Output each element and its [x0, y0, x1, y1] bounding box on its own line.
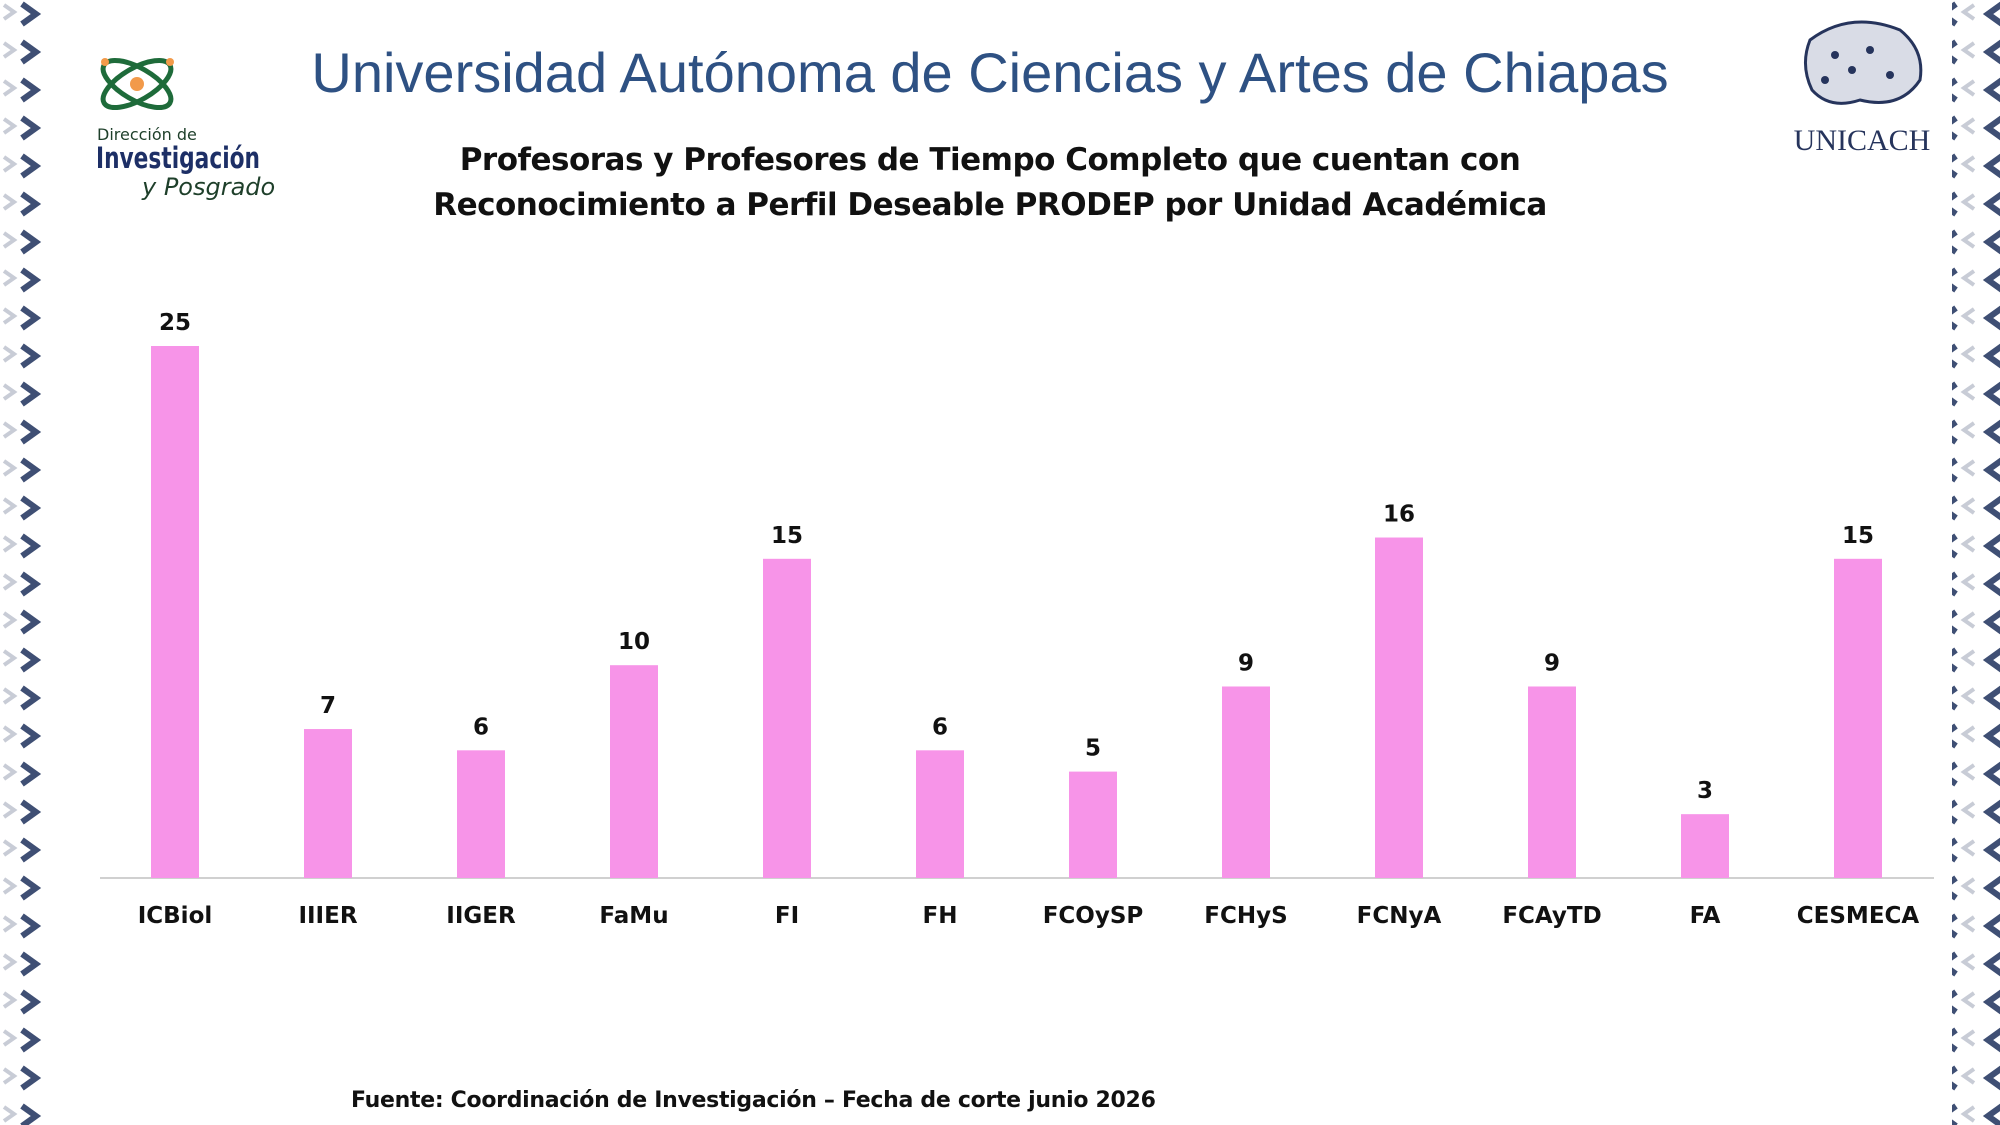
x-tick-label: IIIER [298, 903, 357, 929]
source-note: Fuente: Coordinación de Investigación – … [351, 1088, 1156, 1113]
x-tick-label: ICBiol [138, 903, 213, 929]
value-label: 15 [1842, 523, 1874, 549]
value-label: 9 [1544, 650, 1560, 676]
bar [1834, 558, 1882, 878]
x-tick-label: FH [923, 903, 958, 929]
value-label: 3 [1697, 778, 1713, 804]
bar [1528, 686, 1576, 878]
x-tick-label: FCOySP [1043, 903, 1144, 929]
x-tick-label: FCAyTD [1502, 903, 1601, 929]
logo-text: UNICACH [1794, 124, 1931, 157]
x-tick-label: FA [1690, 903, 1721, 929]
right-logo: UNICACH [1794, 20, 1931, 157]
x-tick-label: IIGER [446, 903, 516, 929]
x-tick-label: FI [775, 903, 799, 929]
bar [304, 729, 352, 878]
bar [1069, 771, 1117, 878]
bar [457, 750, 505, 878]
value-label: 16 [1383, 502, 1415, 528]
logo-text: Dirección de [97, 125, 197, 144]
chart-title: Profesoras y Profesores de Tiempo Comple… [433, 142, 1547, 223]
logo-text: y Posgrado [141, 173, 275, 201]
left-border [0, 0, 48, 1125]
value-label: 7 [320, 693, 336, 719]
value-label: 6 [932, 714, 948, 740]
logo-text: Investigación [96, 141, 260, 175]
x-tick-label: FaMu [599, 903, 668, 929]
value-label: 5 [1085, 736, 1101, 762]
bar [763, 558, 811, 878]
value-label: 10 [618, 629, 650, 655]
left-logo: Dirección de Investigación y Posgrado [96, 57, 275, 201]
x-tick-label: FCNyA [1357, 903, 1442, 929]
bar [1222, 686, 1270, 878]
bar [610, 665, 658, 878]
right-border [1952, 0, 2000, 1125]
page-title: Universidad Autónoma de Ciencias y Artes… [311, 41, 1669, 104]
value-label: 6 [473, 714, 489, 740]
bar [151, 346, 199, 878]
value-label: 9 [1238, 650, 1254, 676]
x-tick-label: FCHyS [1204, 903, 1287, 929]
value-label: 15 [771, 523, 803, 549]
bar [1681, 814, 1729, 878]
bar [916, 750, 964, 878]
bar [1375, 537, 1423, 878]
x-tick-label: CESMECA [1797, 903, 1920, 929]
value-label: 25 [159, 310, 191, 336]
